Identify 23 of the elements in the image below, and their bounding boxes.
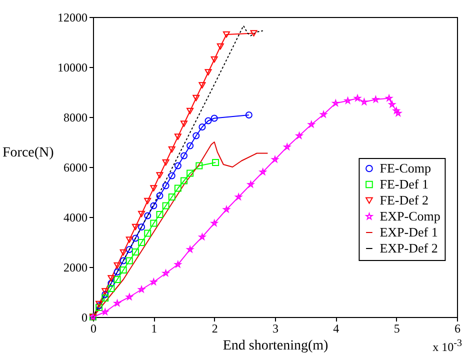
y-tick-label: 8000 [64,110,88,124]
x-tick-label: 1 [151,322,158,336]
legend-label: FE-Def 1 [380,176,428,192]
x-tick-label: 3 [272,322,278,336]
y-axis-title: Force(N) [2,146,54,160]
x-tick-label: 6 [454,322,460,336]
legend-label: EXP-Comp [380,208,440,224]
legend-label: FE-Comp [380,160,432,176]
legend-label: FE-Def 2 [380,192,428,208]
y-tick-label: 4000 [64,210,88,224]
text: x 10$^{-3}$ [432,338,462,355]
y-tick-label: 12000 [58,10,88,24]
y-tick-label: 6000 [64,160,88,174]
y-tick-label: 0 [82,310,88,324]
x-tick-label: 0 [90,322,96,336]
y-tick-label: 10000 [58,60,88,74]
x-tick-label: 4 [333,322,340,336]
y-tick-label: 2000 [64,260,88,274]
x-tick-label: 2 [212,322,218,336]
x-axis-title: End shortening(m) [222,338,329,354]
legend-label: EXP-Def 1 [380,224,438,240]
x-tick-label: 5 [394,322,400,336]
legend-label: EXP-Def 2 [380,240,438,256]
